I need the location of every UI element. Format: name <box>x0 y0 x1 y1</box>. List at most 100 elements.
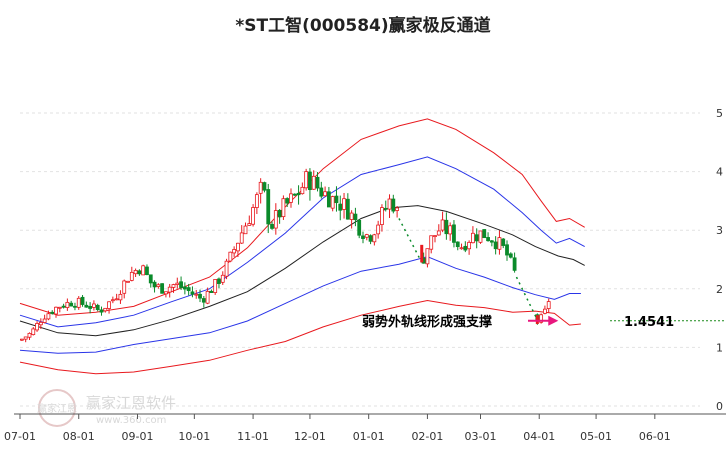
candle-body <box>304 171 309 189</box>
x-tick-label: 06-01 <box>639 430 671 443</box>
candle-body <box>364 234 369 238</box>
annotation-value: 1.4541 <box>624 315 674 330</box>
watermark-url: www.360.com <box>96 415 166 426</box>
channel-lines <box>19 118 585 375</box>
candle-body <box>145 266 149 275</box>
candle-body <box>349 212 354 220</box>
channel-lower-red <box>19 299 581 375</box>
candle-body <box>190 291 195 295</box>
candle-body <box>129 271 134 281</box>
candle-body <box>273 210 278 229</box>
candle-body <box>95 304 100 310</box>
x-tick-label: 11-01 <box>237 430 269 443</box>
candle-body <box>239 232 244 244</box>
candle-body <box>23 336 28 340</box>
candle-body <box>383 207 388 210</box>
candlesticks <box>19 168 551 343</box>
annotation-arrow-head <box>548 315 559 326</box>
y-tick-label: 5 <box>716 107 723 120</box>
candle-body <box>46 313 51 320</box>
candle-body <box>452 224 456 243</box>
candle-body <box>433 235 437 237</box>
candle-body <box>31 328 36 336</box>
candle-body <box>372 234 377 243</box>
candle-body <box>319 187 324 197</box>
candle-body <box>338 203 343 211</box>
x-tick-label: 09-01 <box>122 430 154 443</box>
candle-body <box>160 283 165 294</box>
candle-body <box>391 198 396 212</box>
candle-body <box>76 297 81 308</box>
x-tick-label: 10-01 <box>178 430 210 443</box>
candle-body <box>486 237 490 242</box>
candle-body <box>114 298 119 301</box>
candle-body <box>353 213 358 221</box>
candle-body <box>323 191 327 197</box>
candle-body <box>92 303 96 308</box>
candle-body <box>65 301 70 308</box>
candle-body <box>247 223 252 226</box>
candle-body <box>512 257 517 271</box>
candle-body <box>254 194 259 208</box>
candle-body <box>152 281 157 288</box>
candle-body <box>467 241 472 250</box>
candle-body <box>84 304 89 308</box>
candle-body <box>213 279 218 293</box>
candle-body <box>198 293 202 299</box>
x-tick-label: 02-01 <box>411 430 443 443</box>
candle-body <box>38 321 43 326</box>
gridlines <box>20 112 700 407</box>
candle-body <box>217 278 221 284</box>
candle-body <box>326 191 331 208</box>
candle-body <box>54 306 58 315</box>
candle-body <box>201 298 206 303</box>
candle-body <box>493 241 498 250</box>
candle-body <box>444 219 449 235</box>
candle-body <box>361 235 365 239</box>
candle-body <box>73 305 77 308</box>
candle-body <box>156 284 161 287</box>
annotation-text: 弱势外轨线形成强支撑 <box>362 314 492 330</box>
candle-body <box>505 244 509 256</box>
candle-body <box>88 305 93 309</box>
candle-body <box>448 225 453 235</box>
candle-body <box>308 171 312 190</box>
candle-body <box>122 280 127 294</box>
watermark-name: 赢家江恩软件 <box>86 394 176 412</box>
candle-body <box>69 302 74 307</box>
y-tick-label: 4 <box>716 166 723 179</box>
candle-body <box>459 247 464 250</box>
candle-body <box>171 284 176 288</box>
candle-body <box>543 308 547 314</box>
candle-body <box>330 196 335 209</box>
candle-body <box>277 209 282 218</box>
candle-body <box>292 193 297 196</box>
x-tick-label: 08-01 <box>63 430 95 443</box>
candle-body <box>164 291 168 295</box>
candle-body <box>474 234 479 242</box>
channel-lower-blue <box>19 256 581 354</box>
candle-body <box>539 314 544 323</box>
candle-body <box>395 207 400 211</box>
dotted-drop-line <box>398 218 423 263</box>
x-tick-label: 07-01 <box>4 430 36 443</box>
candle-body <box>205 291 210 304</box>
candle-body <box>311 175 316 190</box>
candle-body <box>42 318 47 323</box>
candle-body <box>482 229 487 239</box>
y-tick-label: 2 <box>716 283 723 296</box>
candle-body <box>508 253 513 258</box>
candle-body <box>99 309 104 313</box>
candle-body <box>425 248 430 265</box>
candle-body <box>440 219 445 231</box>
dotted-drop-line <box>515 276 539 321</box>
candle-body <box>342 198 346 210</box>
candle-body <box>243 225 248 235</box>
x-tick-label: 01-01 <box>353 430 385 443</box>
candle-body <box>236 242 240 252</box>
candle-body <box>80 296 85 305</box>
candle-body <box>270 223 274 229</box>
watermark-logo-icon <box>38 389 76 427</box>
candle-body <box>376 224 381 235</box>
